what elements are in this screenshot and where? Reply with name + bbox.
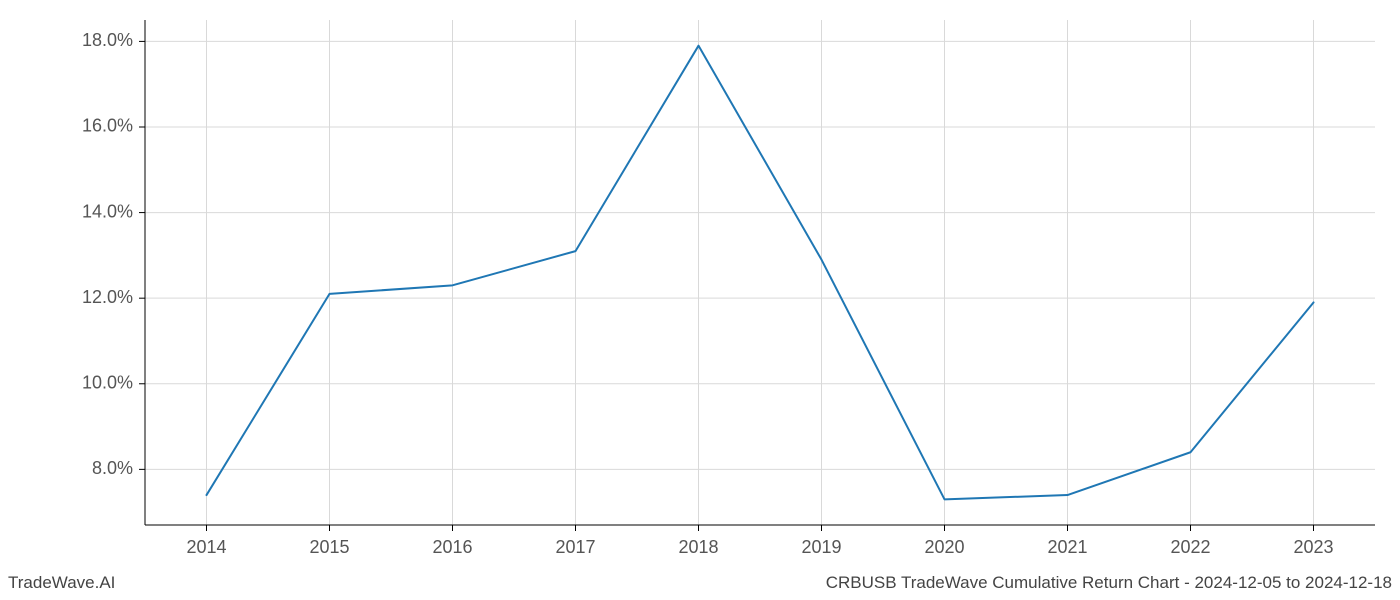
- x-tick-label: 2022: [1170, 537, 1210, 557]
- x-tick-label: 2023: [1293, 537, 1333, 557]
- footer-brand: TradeWave.AI: [8, 573, 115, 593]
- y-tick-label: 8.0%: [92, 458, 133, 478]
- x-tick-label: 2015: [309, 537, 349, 557]
- x-tick-label: 2021: [1047, 537, 1087, 557]
- footer-caption: CRBUSB TradeWave Cumulative Return Chart…: [826, 573, 1392, 593]
- line-chart: 8.0% 10.0% 12.0% 14.0% 16.0% 18.0% 2014 2015 201…: [0, 0, 1400, 600]
- x-tick-label: 2018: [678, 537, 718, 557]
- y-tick-label: 12.0%: [82, 287, 133, 307]
- x-tick-label: 2020: [924, 537, 964, 557]
- chart-footer: TradeWave.AI CRBUSB TradeWave Cumulative…: [0, 572, 1400, 594]
- x-tick-label: 2019: [801, 537, 841, 557]
- y-tick-label: 14.0%: [82, 201, 133, 221]
- chart-container: 8.0% 10.0% 12.0% 14.0% 16.0% 18.0% 2014 2015 201…: [0, 0, 1400, 600]
- x-tick-label: 2016: [432, 537, 472, 557]
- x-tick-label: 2014: [186, 537, 226, 557]
- x-tick-label: 2017: [555, 537, 595, 557]
- y-tick-label: 18.0%: [82, 30, 133, 50]
- y-tick-label: 16.0%: [82, 116, 133, 136]
- y-tick-label: 10.0%: [82, 373, 133, 393]
